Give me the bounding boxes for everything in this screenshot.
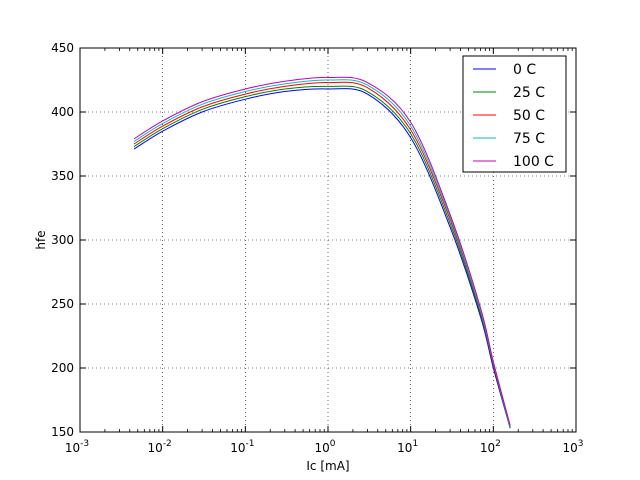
x-tick-base: 10 bbox=[230, 441, 245, 455]
y-tick-label: 350 bbox=[51, 169, 74, 183]
legend-label: 100 C bbox=[513, 154, 554, 170]
legend-label: 75 C bbox=[513, 131, 545, 147]
x-tick-base: 10 bbox=[562, 441, 577, 455]
y-tick-label: 200 bbox=[51, 361, 74, 375]
x-tick-base: 10 bbox=[65, 441, 80, 455]
legend: 0 C 25 C 50 C 75 C 100 C bbox=[463, 56, 566, 172]
y-tick-label: 250 bbox=[51, 297, 74, 311]
x-tick-exponent: 0 bbox=[330, 439, 336, 449]
x-tick-exponent: 1 bbox=[412, 439, 418, 449]
y-tick-label: 150 bbox=[51, 425, 74, 439]
legend-label: 25 C bbox=[513, 85, 545, 101]
y-axis-label: hfe bbox=[34, 230, 48, 249]
x-axis-label: Ic [mA] bbox=[306, 459, 349, 473]
legend-label: 0 C bbox=[513, 62, 536, 78]
x-tick-exponent: 3 bbox=[578, 439, 584, 449]
x-tick-base: 10 bbox=[480, 441, 495, 455]
x-tick-base: 10 bbox=[148, 441, 163, 455]
x-tick-exponent: -3 bbox=[80, 439, 89, 449]
y-tick-label: 450 bbox=[51, 41, 74, 55]
y-tick-label: 400 bbox=[51, 105, 74, 119]
x-tick-exponent: -1 bbox=[245, 439, 254, 449]
y-tick-label: 300 bbox=[51, 233, 74, 247]
x-tick-exponent: -2 bbox=[163, 439, 172, 449]
legend-label: 50 C bbox=[513, 108, 545, 124]
x-tick-base: 10 bbox=[397, 441, 412, 455]
x-tick-exponent: 2 bbox=[495, 439, 501, 449]
x-tick-base: 10 bbox=[314, 441, 329, 455]
